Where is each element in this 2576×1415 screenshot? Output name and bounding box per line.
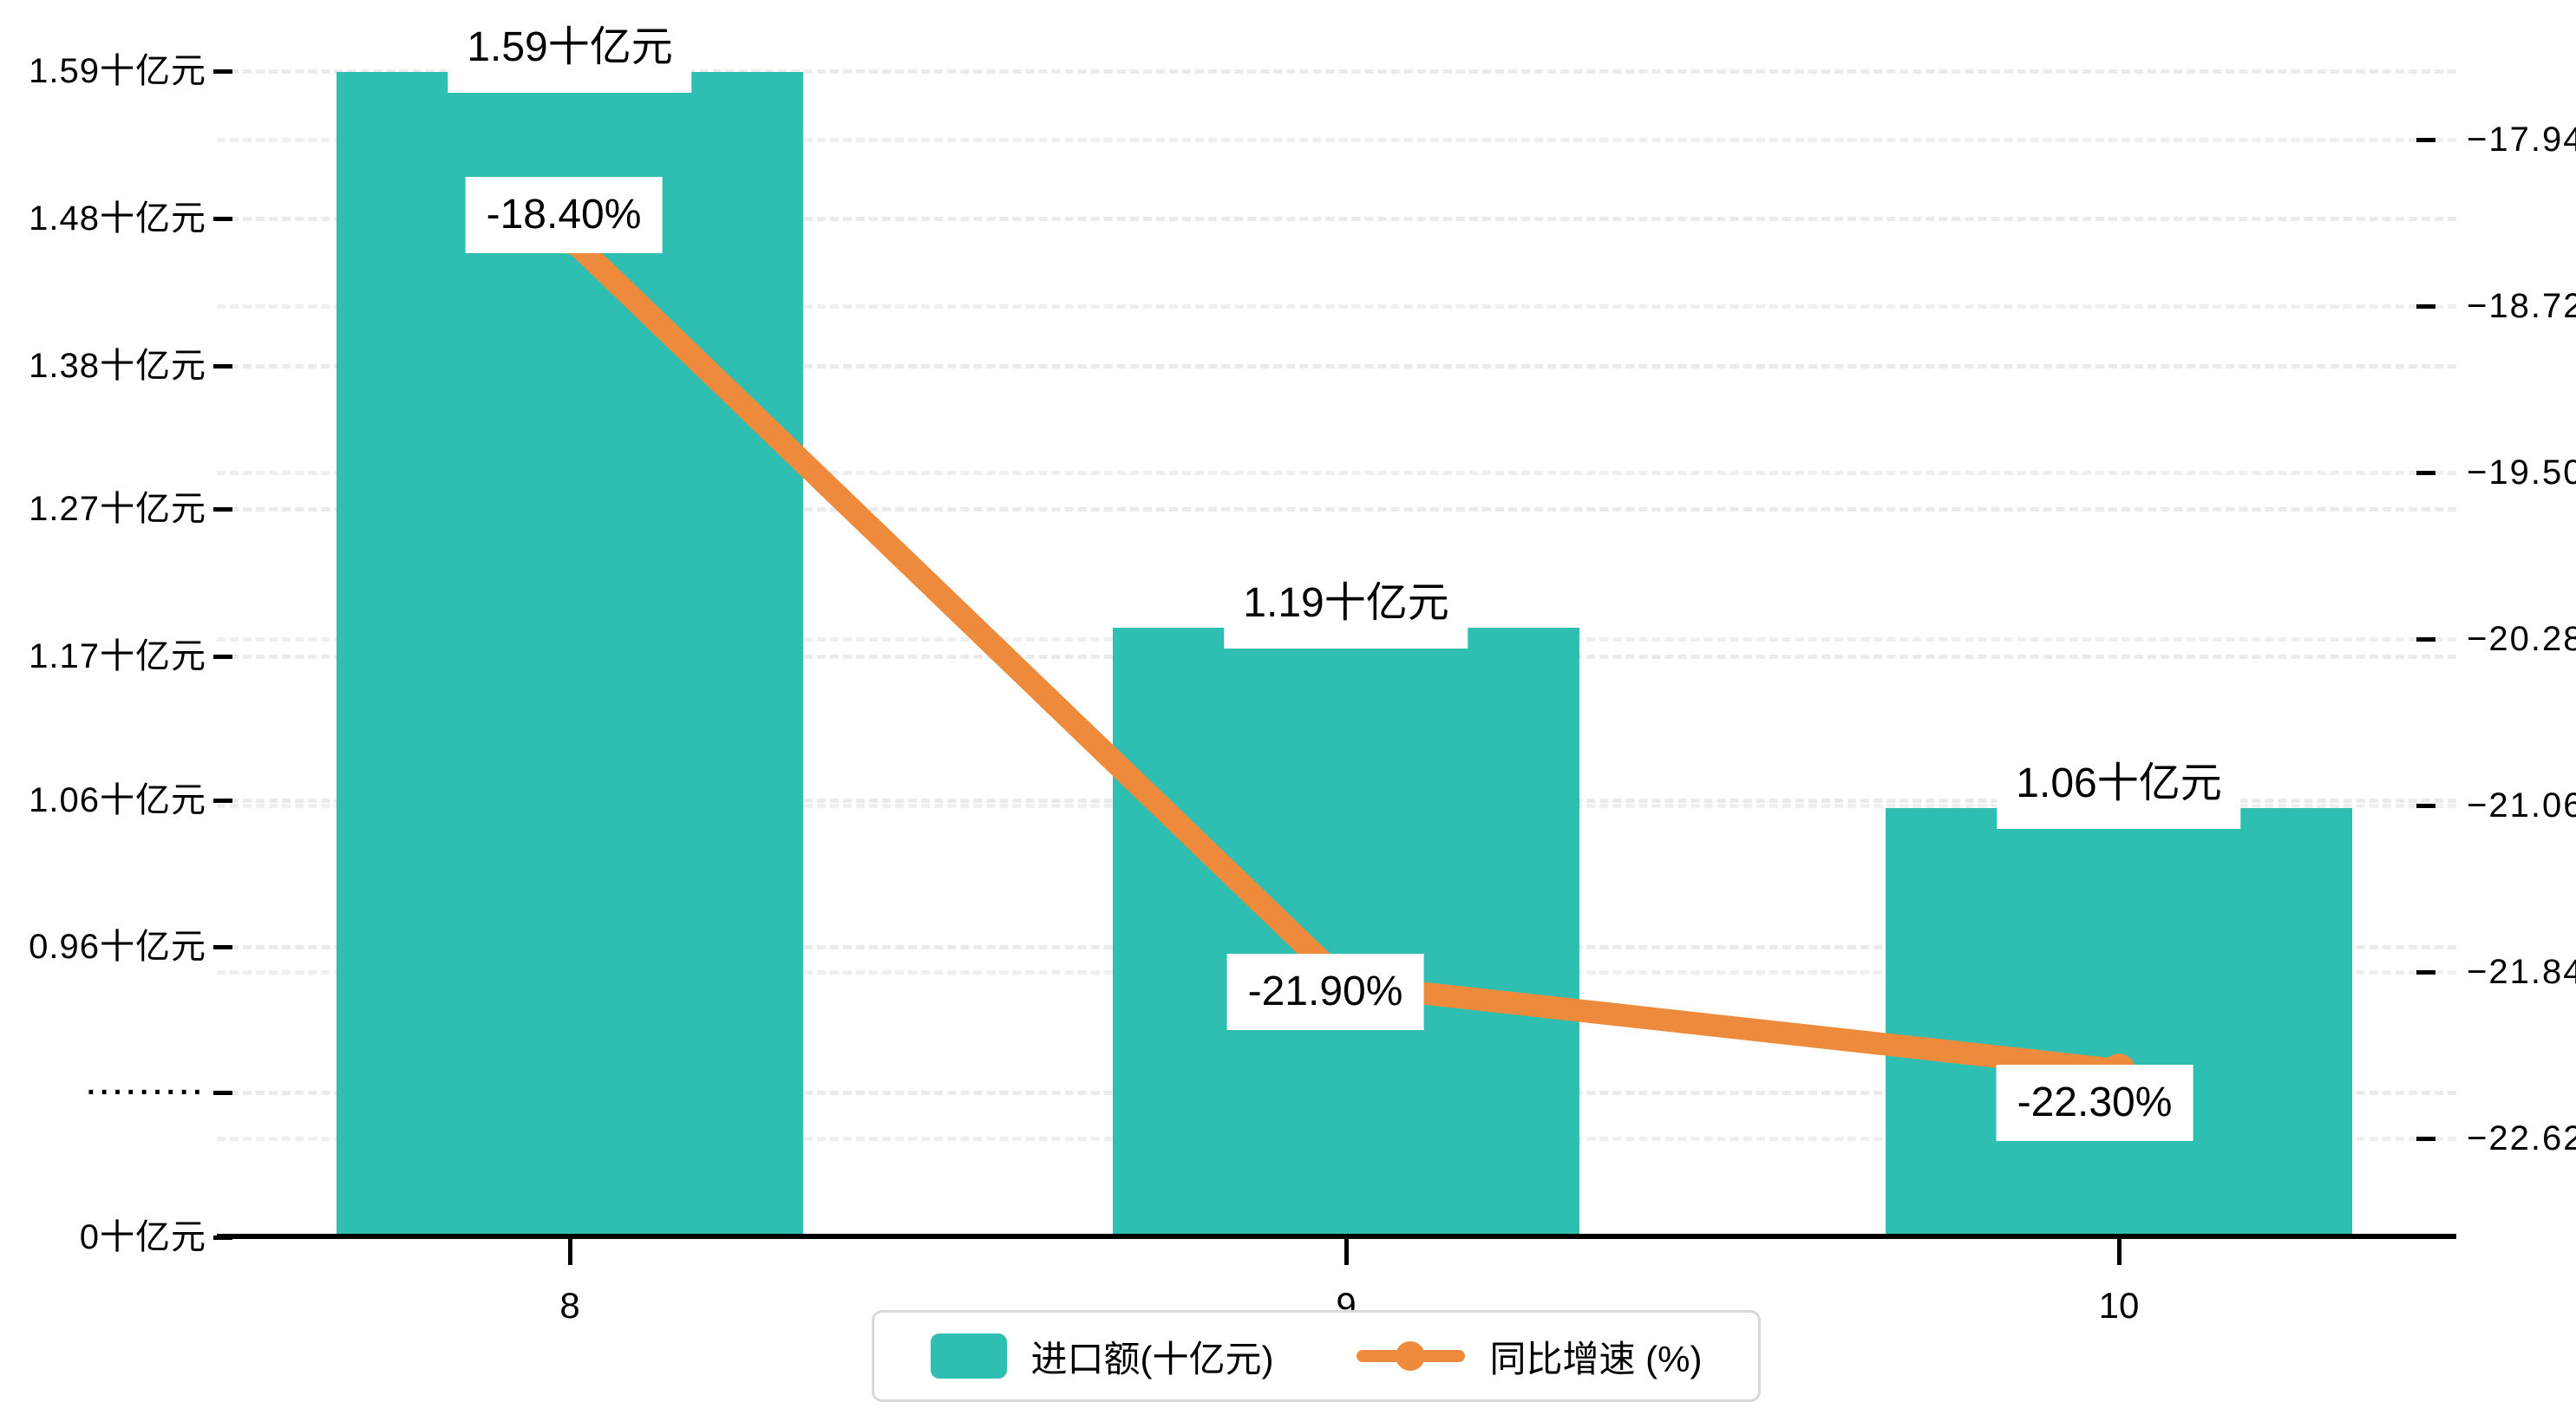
legend-line-marker-icon[interactable] (1357, 1339, 1466, 1373)
x-axis-line (217, 1234, 2456, 1239)
left-axis-tick-label: 1.59十亿元 (29, 52, 206, 90)
x-axis-category-label[interactable]: 8 (559, 1285, 580, 1326)
right-axis-tick-label: −20.28 (2467, 620, 2576, 658)
x-axis-tick-mark (2117, 1239, 2122, 1265)
gridline (217, 138, 2456, 142)
left-axis-tick-label: 1.48十亿元 (29, 199, 206, 238)
right-axis-tick-label: −22.62 (2467, 1119, 2576, 1157)
left-axis-tick-label: 0.96十亿元 (29, 928, 206, 966)
legend-bar-swatch-icon[interactable] (930, 1333, 1007, 1379)
right-axis-tick-mark (2416, 471, 2435, 475)
line-value-label: -18.40% (465, 177, 663, 254)
x-axis-tick-mark (568, 1239, 572, 1265)
left-axis-tick-mark (213, 69, 232, 74)
left-axis-tick-mark (213, 945, 232, 949)
bar-value-label: 1.06十亿元 (1997, 741, 2241, 829)
gridline (217, 507, 2456, 512)
x-axis-tick-mark (1344, 1239, 1349, 1265)
left-axis-tick-mark (213, 217, 232, 221)
growth-line[interactable] (559, 226, 2130, 1082)
x-axis-category-label[interactable]: 10 (2098, 1285, 2140, 1326)
gridline (217, 471, 2456, 475)
left-axis-tick-label: 0十亿元 (79, 1218, 206, 1256)
bar-month-8[interactable] (337, 72, 803, 1236)
right-axis-tick-label: −21.84 (2467, 953, 2576, 991)
gridline (217, 69, 2456, 74)
right-axis-tick-mark (2416, 1137, 2435, 1141)
right-axis-tick-mark (2416, 970, 2435, 975)
legend-line-label[interactable]: 同比增速 (%) (1489, 1338, 1703, 1379)
right-axis-tick-label: −18.72 (2467, 287, 2576, 325)
bar-month-9[interactable] (1113, 627, 1579, 1236)
left-axis-tick-mark (213, 655, 232, 659)
left-axis-tick-label: 1.06十亿元 (29, 781, 206, 819)
left-axis-tick-label: 1.38十亿元 (29, 347, 206, 385)
line-value-label: -22.30% (1996, 1065, 2194, 1142)
right-axis-tick-label: −19.50 (2467, 453, 2576, 492)
right-axis-tick-mark (2416, 138, 2435, 142)
line-value-label: -21.90% (1226, 953, 1424, 1030)
left-axis-tick-label: ········· (87, 1076, 206, 1109)
gridline (217, 217, 2456, 221)
gridline (217, 364, 2456, 368)
right-axis-tick-mark (2416, 304, 2435, 309)
legend-bar-label[interactable]: 进口额(十亿元) (1030, 1338, 1274, 1379)
left-axis-tick-label: 1.17十亿元 (29, 637, 206, 675)
right-axis-tick-label: −17.94 (2467, 121, 2576, 159)
legend: 进口额(十亿元) 同比增速 (%) (872, 1310, 1761, 1402)
bar-month-10[interactable] (1886, 807, 2352, 1236)
bar-value-label: 1.19十亿元 (1224, 561, 1468, 649)
left-axis-tick-mark (213, 1091, 232, 1095)
left-axis-tick-mark (213, 799, 232, 803)
left-axis-tick-mark (213, 364, 232, 368)
right-axis-tick-mark (2416, 804, 2435, 808)
left-axis-tick-mark (213, 1236, 232, 1240)
left-axis-tick-label: 1.27十亿元 (29, 490, 206, 528)
gridline (217, 304, 2456, 309)
right-axis-tick-mark (2416, 637, 2435, 642)
bar-value-label: 1.59十亿元 (448, 6, 692, 94)
right-axis-tick-label: −21.06 (2467, 786, 2576, 825)
left-axis-tick-mark (213, 507, 232, 512)
